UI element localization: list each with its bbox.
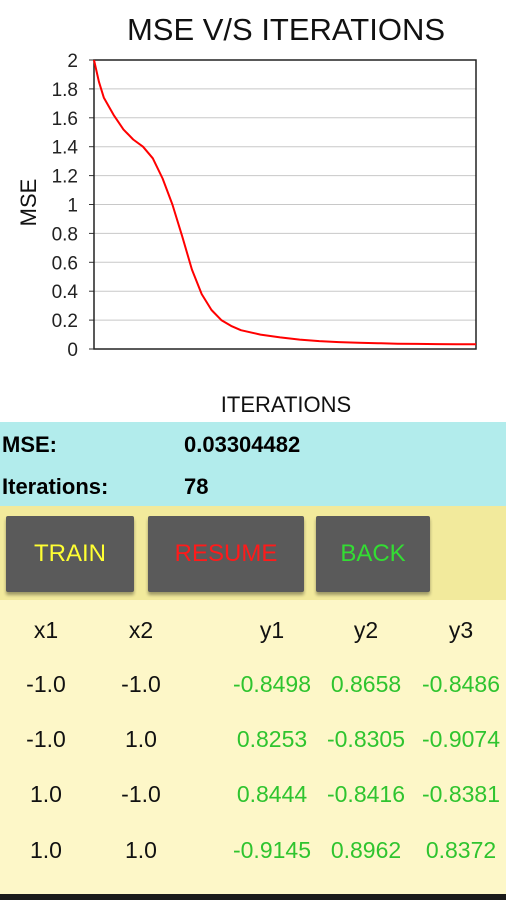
mse-chart: MSE V/S ITERATIONS 0 0.2 0.4 0.6 0.8 1 1.2 1.4 1.… — [0, 0, 506, 422]
output-cell: -0.8305 — [326, 726, 405, 752]
bottom-edge — [0, 894, 506, 900]
mse-chart-svg: MSE V/S ITERATIONS 0 0.2 0.4 0.6 0.8 1 1.2 1.4 1.… — [16, 12, 477, 417]
output-cell: 0.8962 — [330, 837, 402, 863]
y-tick-label: 0.2 — [52, 311, 78, 332]
mse-value: 0.03304482 — [184, 432, 301, 457]
y-tick-label: 1.8 — [52, 80, 78, 101]
input-cell: 1.0 — [125, 837, 157, 863]
output-cell: -0.9145 — [232, 837, 311, 863]
resume-button[interactable]: RESUME — [148, 516, 304, 592]
input-cell: -1.0 — [26, 726, 66, 752]
y-tick-label: 1 — [67, 196, 78, 217]
y-axis-label: MSE — [16, 179, 41, 227]
chart-title: MSE V/S ITERATIONS — [127, 12, 445, 47]
results-table: x1 x2 y1 y2 y3 -1.0 -1.0 -0.8498 0.8658 -0.8486 -1… — [0, 600, 506, 894]
column-header-y1: y1 — [259, 617, 285, 643]
input-cell: 1.0 — [30, 781, 62, 807]
stats-panel: MSE: 0.03304482 Iterations: 78 — [0, 422, 506, 506]
y-tick-label: 2 — [67, 51, 78, 72]
y-tick-label: 1.2 — [52, 167, 78, 188]
button-bar: TRAIN RESUME BACK — [0, 506, 506, 600]
plot-frame — [93, 59, 477, 350]
output-cell: -0.8416 — [326, 781, 405, 807]
y-tick-label: 1.4 — [52, 138, 79, 159]
output-cell: 0.8253 — [236, 726, 308, 752]
output-cell: -0.9074 — [421, 726, 500, 752]
input-cell: -1.0 — [121, 671, 161, 697]
column-header-x1: x1 — [33, 617, 59, 643]
column-header-y3: y3 — [448, 617, 474, 643]
y-tick-label: 0.6 — [52, 253, 78, 274]
input-cell: -1.0 — [26, 671, 66, 697]
train-button[interactable]: TRAIN — [6, 516, 134, 592]
iterations-label: Iterations: — [2, 474, 109, 499]
y-tick-label: 0.4 — [52, 282, 79, 303]
output-cell: -0.8486 — [421, 671, 500, 697]
mse-label: MSE: — [2, 432, 57, 457]
output-cell: -0.8381 — [421, 781, 500, 807]
output-cell: 0.8372 — [425, 837, 497, 863]
output-cell: 0.8444 — [236, 781, 308, 807]
iterations-value: 78 — [184, 474, 209, 499]
mse-series-line — [93, 59, 476, 346]
output-cell: -0.8498 — [232, 671, 311, 697]
y-tick-label: 0.8 — [52, 224, 78, 245]
back-button[interactable]: BACK — [316, 516, 430, 592]
column-header-y2: y2 — [353, 617, 379, 643]
input-cell: -1.0 — [121, 781, 161, 807]
input-cell: 1.0 — [125, 726, 157, 752]
input-cell: 1.0 — [30, 837, 62, 863]
y-tick-label: 0 — [67, 340, 78, 361]
y-tick-label: 1.6 — [52, 109, 78, 130]
output-cell: 0.8658 — [330, 671, 402, 697]
column-header-x2: x2 — [128, 617, 154, 643]
x-axis-label: ITERATIONS — [221, 392, 351, 417]
